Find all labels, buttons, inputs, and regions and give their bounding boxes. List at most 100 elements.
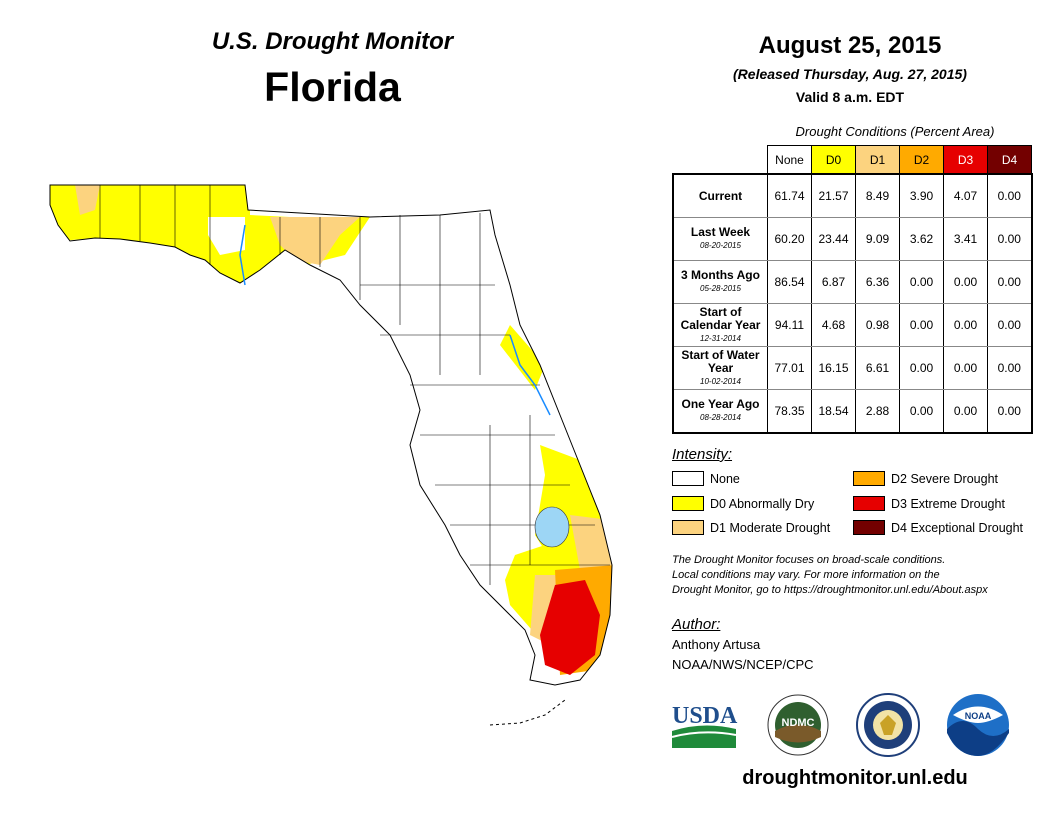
valid-time: Valid 8 a.m. EDT — [795, 89, 905, 105]
disclaimer-line: Local conditions may vary. For more info… — [672, 569, 940, 581]
legend-label: D2 Severe Drought — [891, 471, 999, 486]
author-org: NOAA/NWS/NCEP/CPC — [672, 657, 814, 672]
col-none: None — [767, 145, 812, 175]
ndmc-logo: NDMC — [767, 694, 829, 756]
legend-label: None — [710, 471, 740, 486]
row-label-text: Last Week — [690, 225, 751, 239]
legend-swatch — [672, 520, 704, 535]
partner-logos: USDA NDMC NOAA — [671, 693, 1009, 757]
cell-value: 94.11 — [767, 303, 812, 347]
legend-label: D3 Extreme Drought — [891, 496, 1005, 511]
col-d4: D4 — [987, 145, 1032, 175]
legend-label: D4 Exceptional Drought — [891, 520, 1024, 535]
col-d3: D3 — [943, 145, 988, 175]
table-row: Last Week 08-20-2015 60.20 23.44 9.09 3.6… — [672, 217, 1033, 261]
cell-value: 3.62 — [899, 217, 944, 261]
cell-value: 9.09 — [855, 217, 900, 261]
website-link[interactable]: droughtmonitor.unl.edu — [742, 767, 968, 789]
cell-value: 0.00 — [899, 303, 944, 347]
table-row: 3 Months Ago 05-28-2015 86.54 6.87 6.36 0… — [672, 260, 1033, 304]
legend-label: D0 Abnormally Dry — [710, 496, 815, 511]
row-label-text: 3 Months Ago — [681, 268, 760, 282]
legend-item-d3: D3 Extreme Drought — [853, 495, 1005, 512]
legend-swatch — [672, 471, 704, 486]
legend-swatch — [853, 496, 885, 511]
header-blank-cell — [673, 146, 768, 175]
cell-value: 2.88 — [855, 389, 900, 434]
row-label: Current — [672, 173, 768, 218]
legend-heading: Intensity: — [672, 446, 733, 463]
cell-value: 4.68 — [811, 303, 856, 347]
legend-item-none: None — [672, 470, 740, 487]
cell-value: 0.00 — [943, 260, 988, 304]
cell-value: 0.00 — [899, 260, 944, 304]
row-date: 10-02-2014 — [700, 376, 741, 386]
row-label: 3 Months Ago 05-28-2015 — [672, 260, 768, 304]
cell-value: 0.00 — [987, 260, 1033, 304]
row-date: 08-20-2015 — [700, 241, 741, 250]
author-name: Anthony Artusa — [672, 637, 761, 652]
row-date: 12-31-2014 — [700, 333, 741, 343]
cell-value: 60.20 — [767, 217, 812, 261]
release-date: (Released Thursday, Aug. 27, 2015) — [733, 66, 967, 82]
col-d0: D0 — [811, 145, 856, 175]
row-label-text: Start of Calendar Year — [680, 304, 761, 332]
table-header-row: None D0 D1 D2 D3 D4 — [673, 145, 1032, 175]
cell-value: 8.49 — [855, 173, 900, 218]
cell-value: 6.36 — [855, 260, 900, 304]
cell-value: 61.74 — [767, 173, 812, 218]
disclaimer-line: The Drought Monitor focuses on broad-sca… — [672, 554, 946, 566]
table-caption: Drought Conditions (Percent Area) — [795, 124, 995, 139]
row-date: 08-28-2014 — [700, 413, 741, 422]
disclaimer: The Drought Monitor focuses on broad-sca… — [672, 553, 1042, 598]
cell-value: 3.90 — [899, 173, 944, 218]
table-row: One Year Ago 08-28-2014 78.35 18.54 2.88 … — [672, 389, 1033, 434]
row-label: One Year Ago 08-28-2014 — [672, 389, 768, 434]
row-label: Last Week 08-20-2015 — [672, 217, 768, 261]
author-heading: Author: — [672, 616, 721, 633]
row-label: Start of Calendar Year 12-31-2014 — [672, 303, 768, 347]
legend-swatch — [853, 471, 885, 486]
usda-logo-text: USDA — [672, 703, 738, 729]
cell-value: 0.00 — [943, 389, 988, 434]
legend-item-d0: D0 Abnormally Dry — [672, 495, 814, 512]
drought-conditions-table: None D0 D1 D2 D3 D4 Current 61.74 21.57 … — [672, 145, 1033, 434]
florida-drought-map — [49, 184, 613, 726]
row-label: Start of Water Year 10-02-2014 — [672, 346, 768, 390]
usda-logo: USDA — [671, 703, 738, 748]
state-title: Florida — [264, 64, 401, 110]
table-row: Current 61.74 21.57 8.49 3.90 4.07 0.00 — [672, 173, 1033, 218]
cell-value: 18.54 — [811, 389, 856, 434]
cell-value: 4.07 — [943, 173, 988, 218]
cell-value: 23.44 — [811, 217, 856, 261]
row-label-text: Current — [698, 188, 743, 203]
cell-value: 0.00 — [943, 346, 988, 390]
legend-item-d1: D1 Moderate Drought — [672, 519, 830, 536]
monitor-title: U.S. Drought Monitor — [211, 28, 454, 55]
noaa-logo-text: NOAA — [965, 711, 992, 721]
row-label-text: Start of Water Year — [681, 347, 760, 375]
legend-item-d2: D2 Severe Drought — [853, 470, 998, 487]
cell-value: 0.00 — [899, 346, 944, 390]
cell-value: 0.00 — [987, 303, 1033, 347]
row-label-text: One Year Ago — [681, 397, 760, 411]
cell-value: 77.01 — [767, 346, 812, 390]
cell-value: 0.00 — [987, 346, 1033, 390]
cell-value: 86.54 — [767, 260, 812, 304]
legend-item-d4: D4 Exceptional Drought — [853, 519, 1023, 536]
table-row: Start of Water Year 10-02-2014 77.01 16.1… — [672, 346, 1033, 390]
cell-value: 78.35 — [767, 389, 812, 434]
map-date: August 25, 2015 — [758, 32, 942, 59]
noaa-logo: NOAA — [947, 694, 1009, 756]
cell-value: 6.61 — [855, 346, 900, 390]
cell-value: 0.00 — [987, 217, 1033, 261]
cell-value: 0.98 — [855, 303, 900, 347]
legend-swatch — [672, 496, 704, 511]
cell-value: 6.87 — [811, 260, 856, 304]
table-row: Start of Calendar Year 12-31-2014 94.11 4… — [672, 303, 1033, 347]
col-d1: D1 — [855, 145, 900, 175]
cell-value: 0.00 — [943, 303, 988, 347]
disclaimer-line: Drought Monitor, go to https://droughtmo… — [672, 584, 988, 596]
legend-label: D1 Moderate Drought — [710, 520, 831, 535]
cell-value: 0.00 — [899, 389, 944, 434]
